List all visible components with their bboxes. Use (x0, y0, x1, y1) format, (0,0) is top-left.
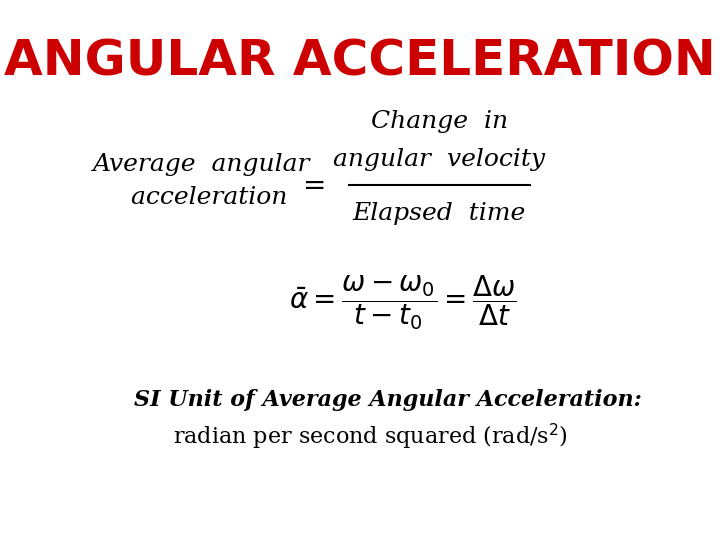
Text: Average  angular: Average angular (93, 153, 310, 176)
Text: ANGULAR ACCELERATION: ANGULAR ACCELERATION (4, 38, 716, 86)
Text: angular  velocity: angular velocity (333, 148, 545, 171)
Text: SI Unit of Average Angular Acceleration:: SI Unit of Average Angular Acceleration: (133, 389, 642, 410)
Text: acceleration: acceleration (115, 186, 287, 208)
Text: Elapsed  time: Elapsed time (353, 202, 526, 225)
Text: radian per second squared (rad/s$^2$): radian per second squared (rad/s$^2$) (173, 422, 568, 453)
Text: Change  in: Change in (371, 110, 508, 133)
Text: $\bar{\alpha} = \dfrac{\omega - \omega_0}{t - t_0} = \dfrac{\Delta\omega}{\Delta: $\bar{\alpha} = \dfrac{\omega - \omega_0… (289, 273, 516, 332)
Text: =: = (303, 173, 326, 200)
